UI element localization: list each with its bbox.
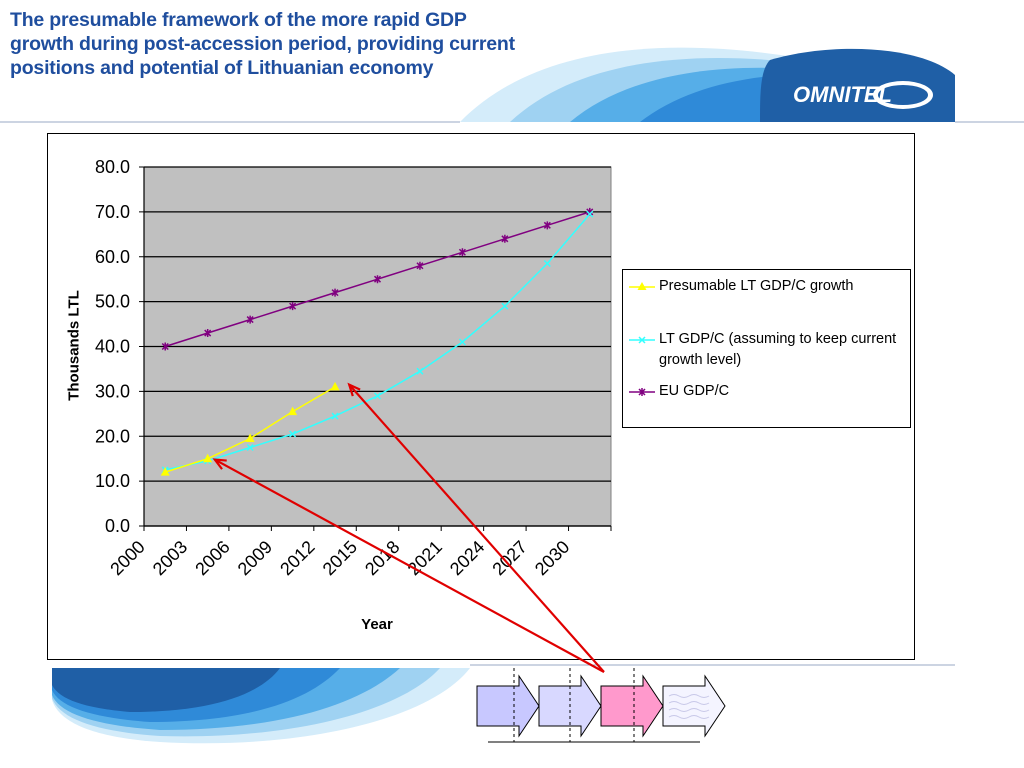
- annotation-arrow-2: [348, 383, 605, 673]
- data-point: [543, 259, 551, 268]
- data-point: [330, 381, 340, 391]
- data-point: [416, 261, 424, 270]
- y-tick-label: 40.0: [95, 337, 130, 357]
- process-step-1: [476, 674, 540, 738]
- data-point: [246, 315, 254, 324]
- y-tick-label: 80.0: [95, 157, 130, 177]
- x-tick-label: 2000: [106, 537, 148, 579]
- chart-legend: Presumable LT GDP/C growth LT GDP/C (ass…: [622, 269, 911, 428]
- annotation-arrowhead: [212, 458, 227, 470]
- process-step-texture: [668, 701, 710, 705]
- legend-marker-eu: [629, 388, 655, 396]
- process-step-texture: [668, 708, 710, 712]
- slide-title: The presumable framework of the more rap…: [10, 9, 515, 79]
- process-step-3: [600, 674, 664, 738]
- y-tick-label: 10.0: [95, 471, 130, 491]
- x-tick-label: 2006: [191, 537, 233, 579]
- y-tick-label: 0.0: [105, 516, 130, 536]
- process-step-texture: [668, 715, 710, 719]
- data-point: [501, 302, 509, 310]
- process-step-texture: [668, 694, 710, 698]
- x-tick-label: 2021: [404, 537, 446, 579]
- x-axis-title: Year: [361, 616, 393, 633]
- y-tick-label: 20.0: [95, 426, 130, 446]
- header-swoosh: OMNITEL: [0, 47, 1024, 123]
- process-step-4: [662, 674, 726, 738]
- data-point: [331, 412, 339, 420]
- legend-label: LT GDP/C (assuming to keep current growt…: [659, 331, 897, 368]
- data-point: [246, 443, 254, 451]
- data-point: [288, 406, 298, 416]
- omnitel-logo: OMNITEL: [793, 81, 933, 109]
- logo-text: OMNITEL: [793, 82, 892, 107]
- data-point: [245, 433, 255, 442]
- legend-marker-lt: [629, 336, 655, 344]
- y-tick-label: 30.0: [95, 381, 130, 401]
- x-tick-label: 2012: [276, 537, 318, 579]
- legend-label: EU GDP/C: [659, 383, 730, 399]
- data-point: [204, 329, 212, 338]
- data-point: [543, 221, 551, 230]
- data-point: [331, 288, 339, 297]
- y-axis-title: Thousands LTL: [65, 290, 83, 401]
- legend-label: Presumable LT GDP/C growth: [659, 278, 854, 294]
- data-point: [458, 338, 466, 346]
- x-tick-label: 2009: [234, 537, 276, 579]
- data-point: [203, 453, 213, 463]
- x-tick-label: 2015: [319, 537, 361, 579]
- data-point: [161, 342, 169, 351]
- data-point: [373, 275, 382, 284]
- x-tick-label: 2024: [446, 537, 488, 579]
- data-point: [160, 467, 170, 476]
- x-tick-label: 2030: [531, 537, 573, 579]
- x-tick-label: 2003: [149, 537, 191, 579]
- data-point: [289, 302, 297, 311]
- y-tick-label: 50.0: [95, 292, 130, 312]
- x-tick-label: 2027: [488, 537, 530, 579]
- y-tick-label: 70.0: [95, 202, 130, 222]
- data-point: [586, 210, 594, 218]
- process-diagram: [476, 668, 726, 743]
- annotation-arrowhead: [347, 382, 361, 397]
- data-point: [458, 248, 466, 257]
- y-tick-label: 60.0: [95, 247, 130, 267]
- annotation-arrow-1: [214, 458, 605, 673]
- data-point: [416, 367, 424, 375]
- data-point: [373, 392, 382, 400]
- data-point: [289, 430, 297, 438]
- data-point: [501, 234, 509, 243]
- legend-marker-presumable: [629, 282, 655, 290]
